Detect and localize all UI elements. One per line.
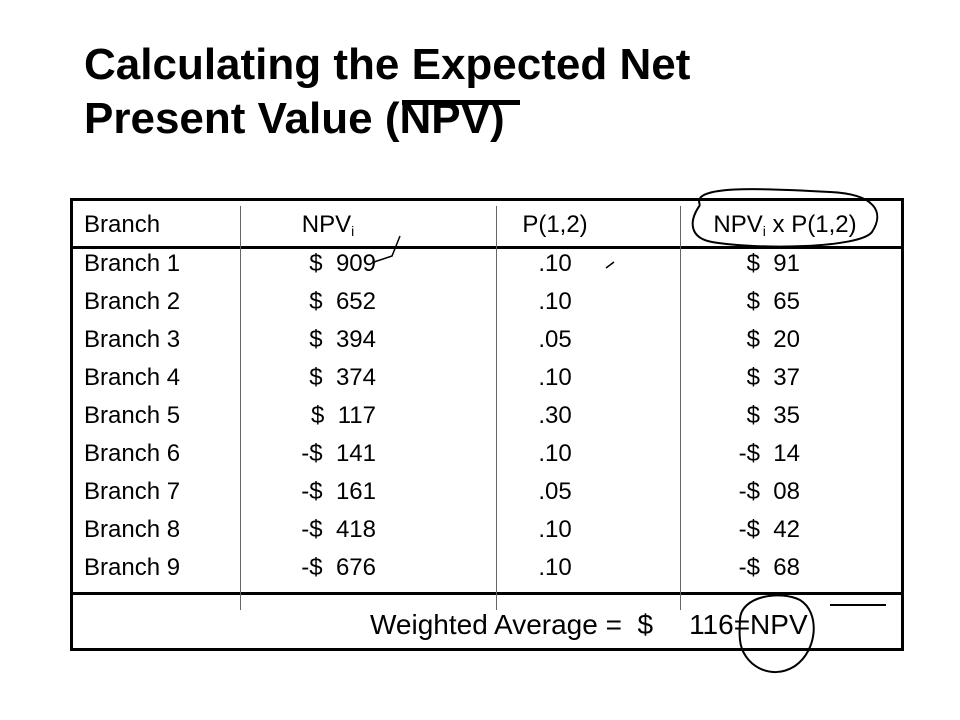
title-line-2: Present Value (NPV) [84, 94, 505, 143]
row-branch: Branch 3 [84, 326, 181, 353]
header-product-main: NPV [713, 211, 763, 238]
column-divider [240, 206, 241, 610]
row-product: -$ 08 [738, 478, 800, 505]
row-branch: Branch 5 [84, 402, 181, 429]
row-npv: $ 909 [309, 250, 376, 277]
header-npv-sub: i [351, 223, 355, 239]
row-branch: Branch 4 [84, 364, 181, 391]
row-product: $ 20 [746, 326, 800, 353]
header-separator [70, 246, 904, 249]
title-line-1: Calculating the Expected Net [84, 40, 691, 89]
row-product: $ 35 [746, 402, 800, 429]
row-npv: -$ 141 [301, 440, 376, 467]
row-npv: -$ 161 [301, 478, 376, 505]
row-branch: Branch 1 [84, 250, 181, 277]
footer-separator [70, 592, 904, 595]
row-probability: .10 [538, 250, 572, 277]
row-probability: .10 [538, 516, 572, 543]
npv-table [70, 198, 904, 651]
row-branch: Branch 8 [84, 516, 181, 543]
header-product: NPVi x P(1,2) [690, 211, 880, 245]
slide-title: Calculating the Expected Net Present Val… [84, 38, 690, 146]
row-probability: .10 [538, 440, 572, 467]
column-divider [496, 206, 497, 610]
weighted-average-amount: 116 [689, 609, 734, 640]
weighted-average-label: Weighted Average = $ [370, 609, 654, 640]
title-overline [402, 100, 520, 105]
row-product: -$ 42 [738, 516, 800, 543]
row-product: $ 91 [746, 250, 800, 277]
row-probability: .05 [538, 326, 572, 353]
row-product: -$ 14 [738, 440, 800, 467]
header-product-rest: x P(1,2) [765, 211, 857, 238]
header-npv-main: NPV [301, 211, 352, 238]
header-probability: P(1,2) [522, 211, 588, 238]
row-probability: .10 [538, 554, 572, 581]
row-npv: -$ 418 [301, 516, 376, 543]
row-branch: Branch 7 [84, 478, 181, 505]
weighted-average-row: Weighted Average = $ 116=NPV [370, 608, 808, 642]
row-product: -$ 68 [738, 554, 800, 581]
npv-suffix: =NPV [733, 609, 808, 640]
row-npv: $ 394 [309, 326, 376, 353]
row-npv: $ 374 [309, 364, 376, 391]
row-probability: .10 [538, 288, 572, 315]
header-branch: Branch [84, 211, 161, 238]
row-product: $ 65 [746, 288, 800, 315]
row-branch: Branch 6 [84, 440, 181, 467]
row-npv: -$ 676 [301, 554, 376, 581]
row-product: $ 37 [746, 364, 800, 391]
row-branch: Branch 2 [84, 288, 181, 315]
column-divider [680, 206, 681, 610]
row-branch: Branch 9 [84, 554, 181, 581]
row-npv: $ 117 [311, 402, 376, 429]
row-probability: .05 [538, 478, 572, 505]
row-probability: .10 [538, 364, 572, 391]
row-npv: $ 652 [309, 288, 376, 315]
npv-overline [830, 604, 886, 606]
row-probability: .30 [538, 402, 572, 429]
header-npv: NPVi [258, 211, 398, 245]
